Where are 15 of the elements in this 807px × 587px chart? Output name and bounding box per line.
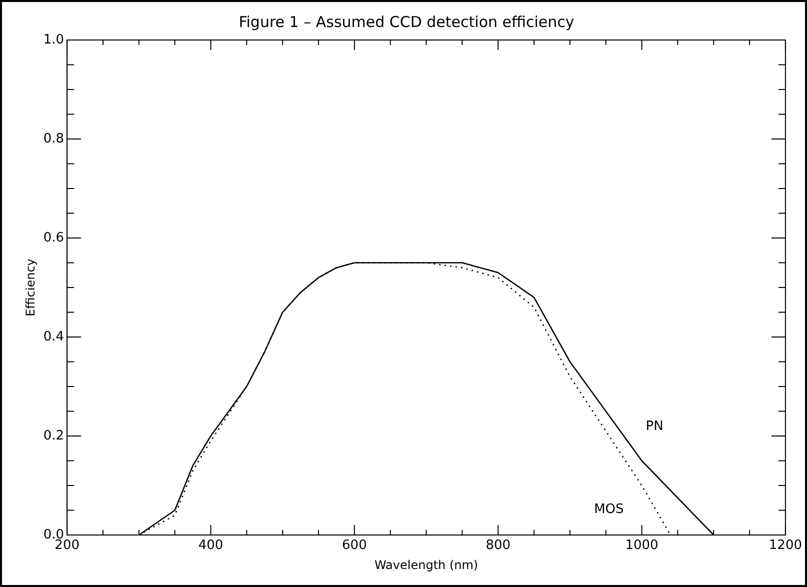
chart-title: Figure 1 – Assumed CCD detection efficiency [238,12,574,31]
y-tick-label: 0.2 [43,428,64,444]
x-tick-label: 800 [486,538,511,554]
x-tick-label: 600 [342,538,367,554]
y-tick-label: 0.6 [43,230,64,246]
y-tick-label: 1.0 [43,32,64,48]
x-tick-label: 1000 [625,538,658,554]
x-tick-label: 1200 [768,538,802,554]
x-axis-title: Wavelength (nm) [374,558,478,572]
y-tick-label: 0.8 [43,131,64,146]
series-label: MOS [594,502,624,517]
series-label: PN [646,419,664,434]
y-axis-title: Efficiency [23,258,38,316]
y-tick-label: 0.4 [43,329,64,344]
x-tick-label: 400 [198,538,224,554]
